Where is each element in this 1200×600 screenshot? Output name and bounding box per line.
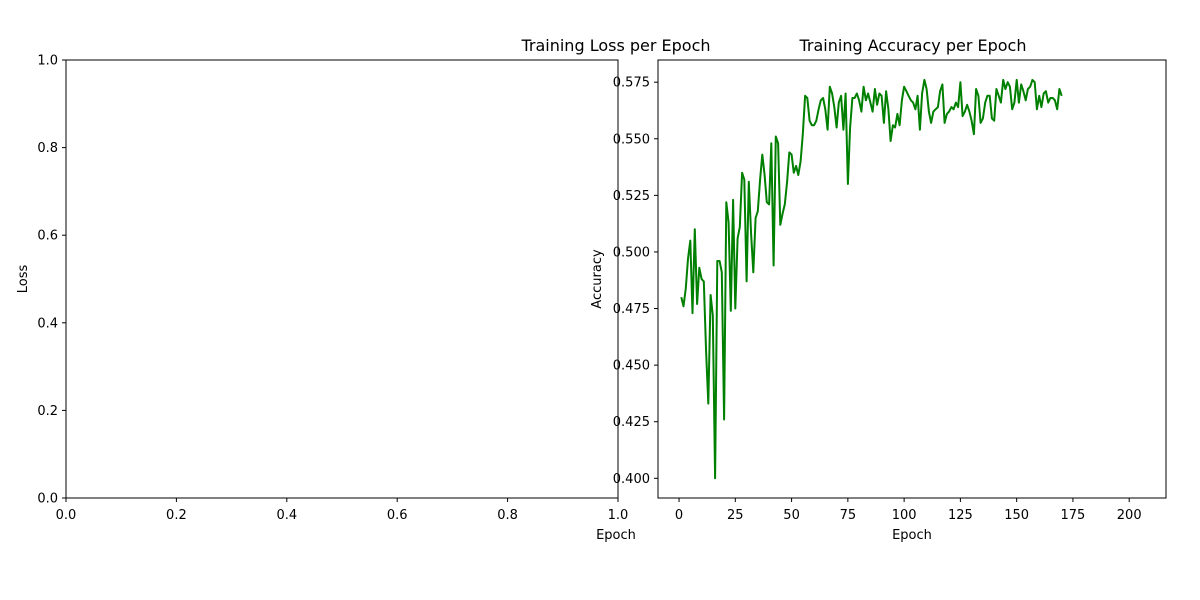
loss-x-tick-label: 0.2 — [166, 508, 187, 523]
accuracy-x-tick-label: 175 — [1061, 508, 1086, 523]
loss-y-tick-label: 0.0 — [37, 492, 58, 507]
loss-y-tick-label: 0.4 — [37, 316, 58, 331]
loss-x-tick-label: 0.6 — [387, 508, 408, 523]
loss-y-tick-label: 1.0 — [37, 54, 58, 69]
loss-x-tick-label: 0.0 — [56, 508, 77, 523]
accuracy-y-tick-label: 0.475 — [613, 302, 650, 317]
accuracy-x-tick-label: 0 — [675, 508, 683, 523]
accuracy-y-tick-label: 0.400 — [613, 472, 650, 487]
loss-y-tick-label: 0.2 — [37, 404, 58, 419]
loss-x-tick-label: 1.0 — [608, 508, 629, 523]
loss-x-tick-label: 0.8 — [497, 508, 518, 523]
accuracy-y-tick-label: 0.575 — [613, 76, 650, 91]
accuracy-y-tick-label: 0.450 — [613, 359, 650, 374]
accuracy-x-tick-label: 50 — [783, 508, 800, 523]
loss-axes-frame — [65, 59, 619, 499]
accuracy-x-tick-label: 100 — [892, 508, 917, 523]
accuracy-y-tick-label: 0.425 — [613, 415, 650, 430]
accuracy-x-tick-label: 75 — [840, 508, 857, 523]
accuracy-x-tick-label: 125 — [948, 508, 973, 523]
accuracy-chart-title: Training Accuracy per Epoch — [798, 36, 1026, 55]
loss-y-tick-label: 0.8 — [37, 141, 58, 156]
loss-y-tick-label: 0.6 — [37, 229, 58, 244]
accuracy-chart-panel: 0 25 50 75 100 125 150 175 200 0.400 0.425 0.450 0.4… — [590, 36, 1167, 543]
accuracy-y-tick-label: 0.550 — [613, 132, 650, 147]
loss-chart-panel: 0.0 0.2 0.4 0.6 0.8 1.0 0.0 0.2 0.4 0.6 0.8 1.0 Trai… — [16, 36, 711, 543]
loss-chart-title: Training Loss per Epoch — [520, 36, 710, 55]
accuracy-x-tick-label: 150 — [1004, 508, 1029, 523]
accuracy-y-tick-label: 0.525 — [613, 189, 650, 204]
accuracy-y-tick-label: 0.500 — [613, 245, 650, 260]
accuracy-y-axis-label: Accuracy — [590, 249, 605, 309]
loss-y-axis-label: Loss — [16, 265, 31, 294]
accuracy-x-tick-label: 200 — [1117, 508, 1142, 523]
accuracy-x-tick-label: 25 — [727, 508, 744, 523]
loss-x-axis-label: Epoch — [596, 528, 636, 543]
accuracy-series-line-0 — [680, 78, 1063, 480]
loss-x-tick-label: 0.4 — [276, 508, 297, 523]
accuracy-x-axis-label: Epoch — [892, 528, 932, 543]
accuracy-axes-frame — [657, 59, 1167, 499]
